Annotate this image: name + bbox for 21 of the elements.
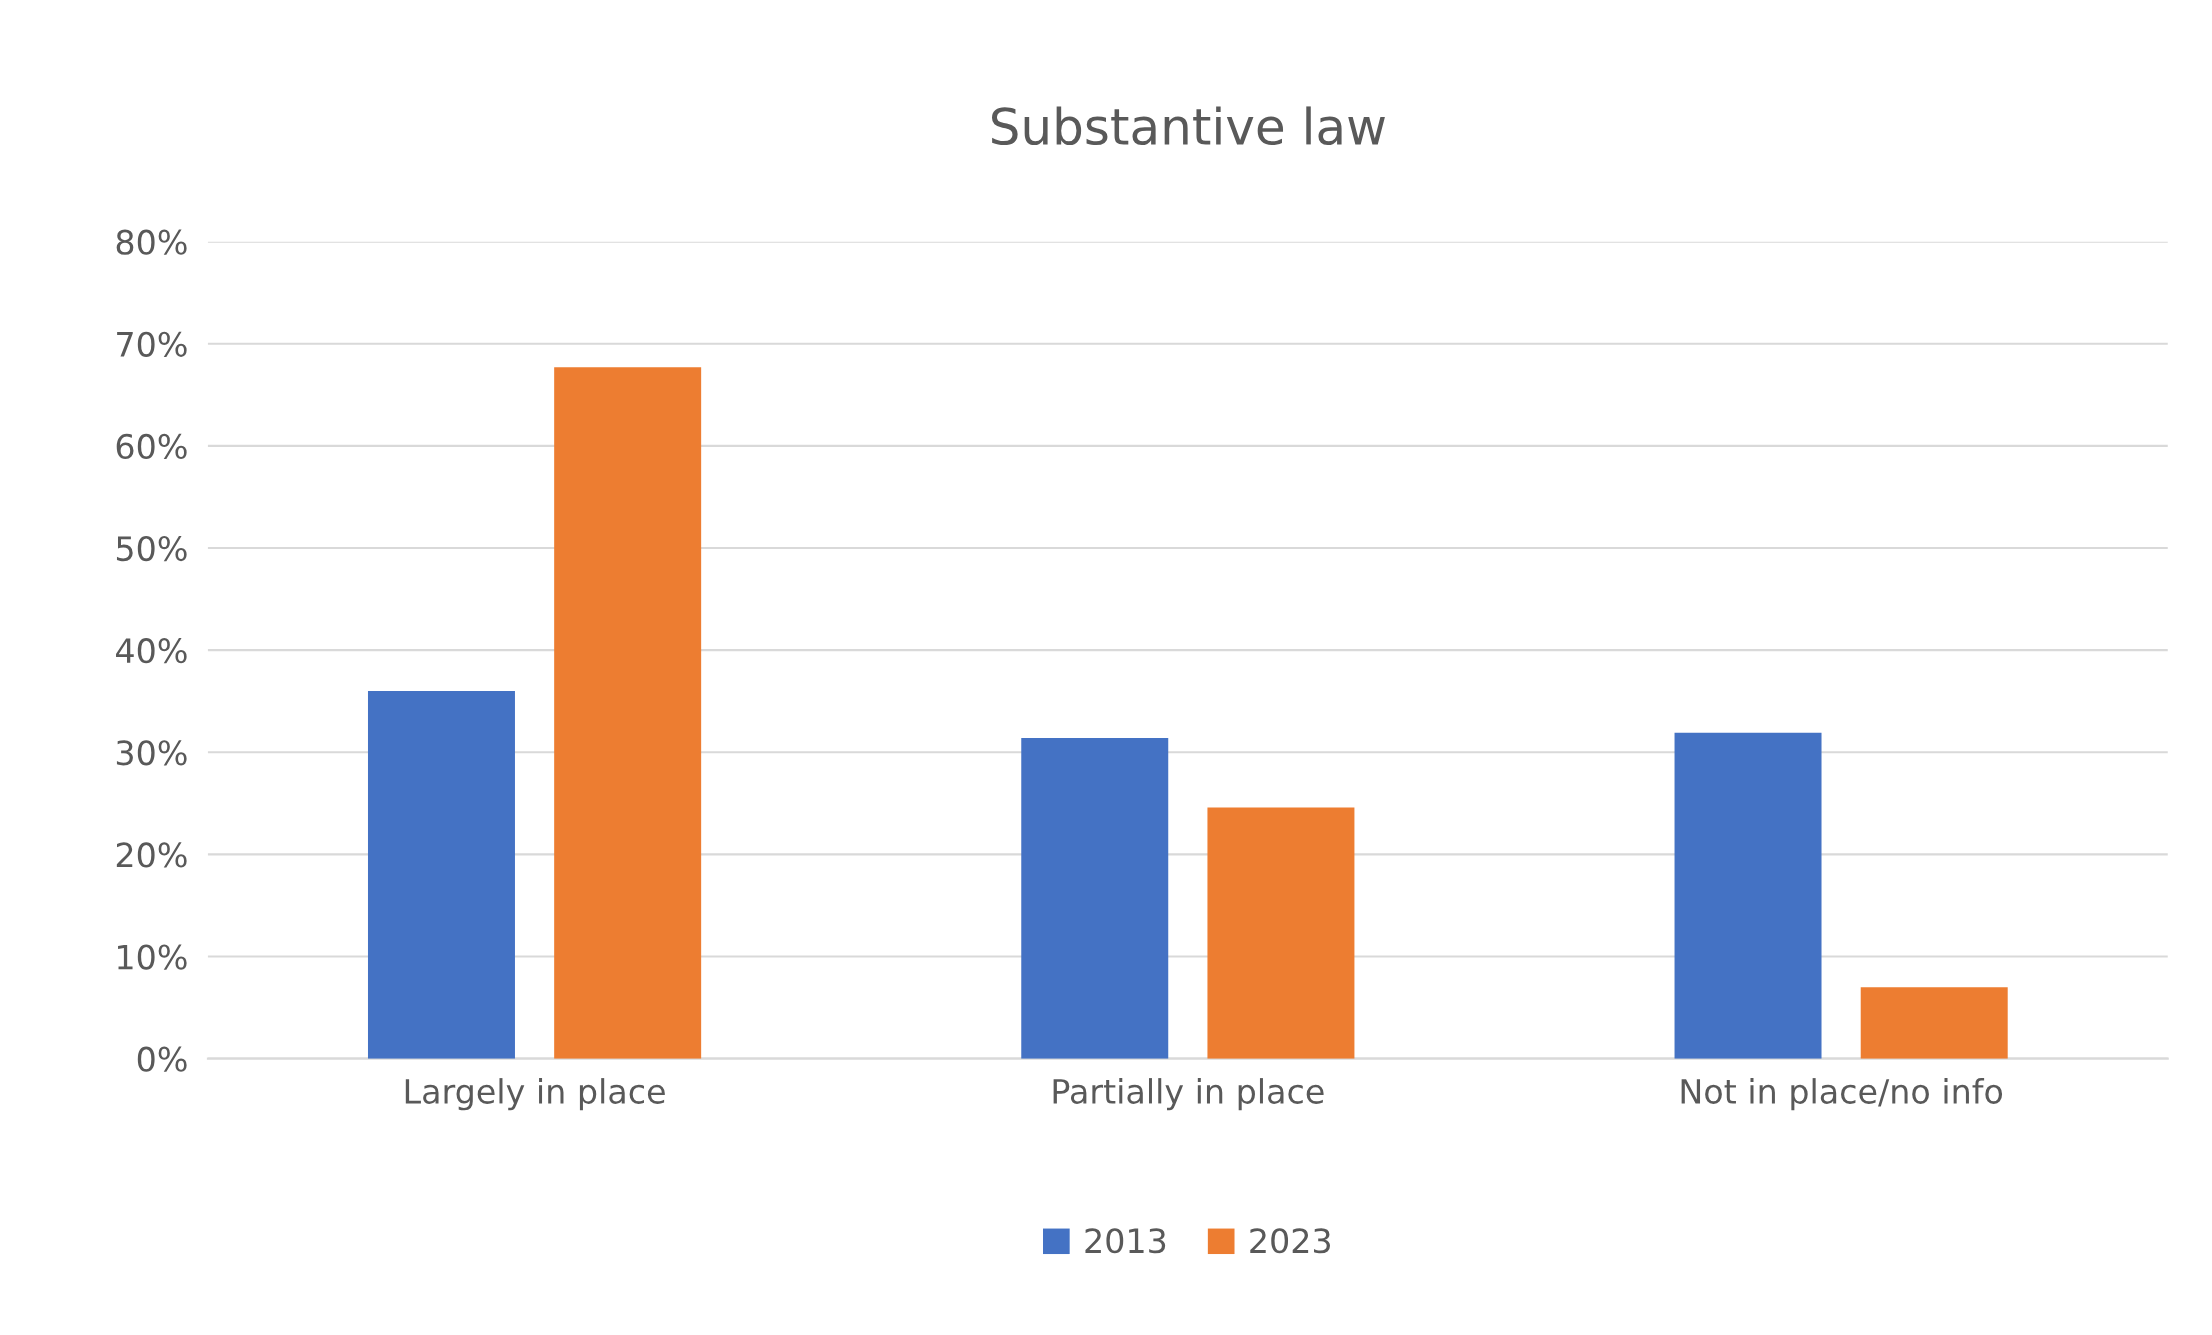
bar: [1860, 987, 2008, 1059]
y-tick-label: 20%: [116, 842, 187, 868]
bar: [1207, 807, 1355, 1059]
bar: [554, 367, 702, 1059]
y-tick-label: 60%: [116, 433, 187, 460]
y-tick-label: 30%: [116, 740, 187, 766]
bar: [1021, 737, 1169, 1059]
x-tick-label: Largely in place: [405, 1078, 665, 1111]
bar: [1674, 732, 1822, 1059]
y-tick-label: 50%: [116, 535, 187, 562]
chart-title: Substantive law: [991, 106, 1385, 146]
legend-label: 2023: [1250, 1228, 1330, 1254]
y-tick-label: 0%: [137, 1046, 187, 1072]
legend-label: 2013: [1085, 1228, 1166, 1254]
x-tick-label: Partially in place: [1053, 1078, 1324, 1111]
y-tick-label: 70%: [117, 331, 187, 357]
bar: [367, 691, 515, 1059]
y-tick-label: 80%: [116, 229, 187, 255]
x-tick-label: Not in place/no info: [1681, 1078, 2003, 1111]
y-tick-label: 10%: [118, 944, 187, 970]
y-tick-label: 40%: [116, 638, 187, 664]
